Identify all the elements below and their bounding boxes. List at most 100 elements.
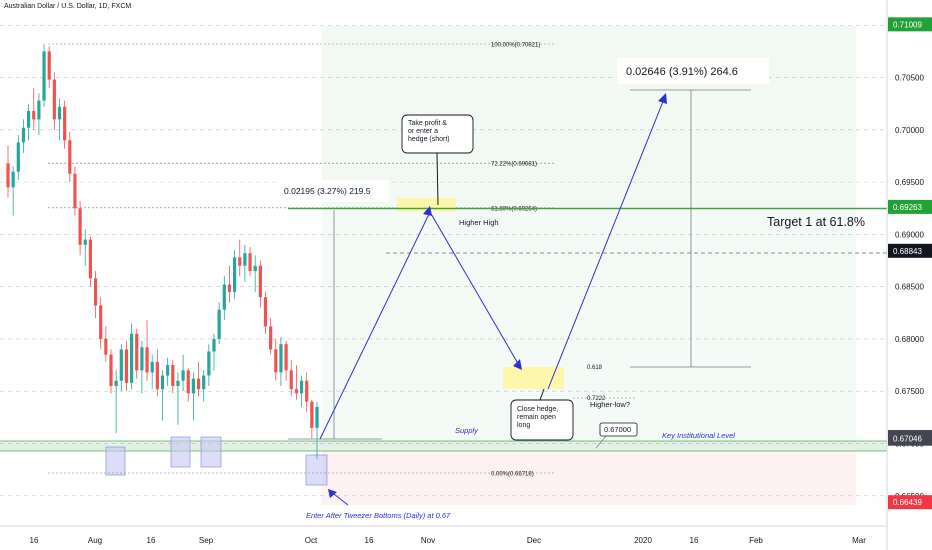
candle <box>155 349 159 397</box>
candle-body <box>99 305 103 339</box>
candle <box>104 326 108 362</box>
price-tag-bg <box>888 431 932 446</box>
candle <box>217 302 221 345</box>
candle-body <box>253 265 257 271</box>
price-tag-bg <box>888 243 932 258</box>
tweezer-box-2 <box>170 436 191 468</box>
price-tag-label: 0.68843 <box>893 247 922 256</box>
candle <box>37 93 41 136</box>
price-tag-bg <box>888 495 932 510</box>
candle-body <box>233 257 237 292</box>
candle-body <box>124 349 129 383</box>
x-tick-label: 2020 <box>634 536 652 545</box>
entry-arrowhead <box>328 489 337 498</box>
candle <box>63 100 67 149</box>
candle-body <box>93 278 98 306</box>
candle-body <box>155 361 159 390</box>
candle <box>114 370 118 434</box>
candle-body <box>73 173 77 209</box>
candle-body <box>248 253 252 271</box>
candle-body <box>104 338 108 355</box>
candle <box>284 341 288 381</box>
x-tick-label: Sep <box>199 536 214 545</box>
candle-body <box>310 401 314 428</box>
price-tag-label: 0.71009 <box>893 20 922 29</box>
measure-large-bg <box>617 58 769 84</box>
supply-band <box>0 441 887 451</box>
candle-body <box>305 380 309 402</box>
candle-body <box>6 163 10 188</box>
key-price-box <box>599 422 638 437</box>
candle-body <box>11 171 15 188</box>
fib-level-label: 72.22%(0.69681) <box>491 162 537 168</box>
fib-level-label: 100.00%(0.70821) <box>491 43 540 49</box>
candle <box>83 229 87 266</box>
candle <box>130 323 134 390</box>
tweezer-box-4 <box>305 454 328 486</box>
measure-small-bg <box>279 180 389 202</box>
candle <box>289 359 293 397</box>
callout-close-hedge-pointer <box>539 388 545 401</box>
candle <box>78 200 82 256</box>
candle <box>212 333 216 371</box>
candle <box>294 365 298 400</box>
candle-body <box>42 51 46 101</box>
x-tick-label: Mar <box>852 536 866 545</box>
key-price-label: 0.67000 <box>604 425 631 434</box>
candle-body <box>207 351 211 376</box>
callout-take-profit-text: Take profit & or enter a hedge (short) <box>408 120 450 143</box>
candle <box>68 131 72 183</box>
candle-body <box>63 106 67 141</box>
price-tag-label: 0.66439 <box>893 498 922 507</box>
candle <box>27 103 31 141</box>
y-tick-label: 0.68500 <box>895 283 924 292</box>
x-tick-label: Dec <box>527 536 541 545</box>
projection-path-2 <box>547 98 665 390</box>
price-tag-bg <box>888 199 932 214</box>
candle-body <box>68 140 72 174</box>
candle-body <box>274 349 278 373</box>
candle-body <box>171 365 175 387</box>
chart-title: Australian Dollar / U.S. Dollar, 1D, FXC… <box>4 3 132 10</box>
candle <box>258 260 262 308</box>
candle-body <box>140 347 144 371</box>
y-tick-label: 0.69500 <box>895 178 924 187</box>
candle-body <box>186 370 190 394</box>
candle <box>305 372 309 413</box>
y-tick-label: 0.67500 <box>895 387 924 396</box>
callout-close-hedge-box <box>510 399 574 441</box>
x-tick-label: Aug <box>88 536 102 545</box>
candle-body <box>114 380 118 387</box>
candle-body <box>284 344 288 371</box>
x-tick-label: Feb <box>749 536 763 545</box>
arrowhead-up-1 <box>423 206 432 216</box>
candle <box>274 338 278 381</box>
candle <box>253 255 257 292</box>
candle <box>269 318 273 355</box>
candle-body <box>32 111 36 120</box>
risk-zone <box>322 445 856 505</box>
callout-take-profit-pointer <box>436 152 439 206</box>
candle <box>109 349 113 394</box>
candle-body <box>196 378 201 390</box>
arrowhead-down <box>513 359 522 370</box>
fib-level-label: 0.00%(0.66718) <box>491 472 534 478</box>
measure-large-label: 0.02646 (3.91%) 264.6 <box>626 66 738 78</box>
candle <box>145 320 149 381</box>
y-tick-label: 0.70000 <box>895 126 924 135</box>
tweezer-box-1 <box>105 446 126 476</box>
candle-body <box>299 380 304 394</box>
profit-zone-upper <box>322 26 856 208</box>
candle-body <box>315 406 319 428</box>
candle <box>93 270 98 319</box>
candle-body <box>181 370 185 381</box>
candle-body <box>47 51 51 80</box>
candle <box>227 265 232 303</box>
candle-body <box>145 347 149 373</box>
profit-zone-lower <box>322 208 856 445</box>
candle <box>176 372 180 425</box>
candle-body <box>130 333 134 383</box>
candle <box>21 119 26 153</box>
candle-body <box>176 380 180 387</box>
